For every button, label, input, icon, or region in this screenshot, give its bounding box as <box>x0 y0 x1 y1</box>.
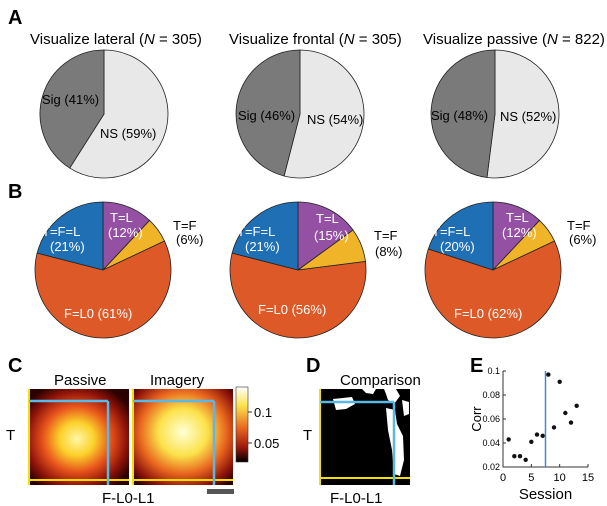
corr-scatter: 0 5 10 15 0.02 0.04 0.06 0.08 0.1 Session Corr <box>469 366 594 503</box>
heatmap-ylabel: T <box>6 427 15 444</box>
heatmap-xlabel: F-L0-L1 <box>102 490 155 506</box>
scatter-point <box>551 425 557 430</box>
pie-slice-ns <box>486 49 560 179</box>
panel-label-e: E <box>470 355 483 377</box>
pie-b3-tfl-value: (20%) <box>440 239 475 254</box>
pie-b1-tfl-value: (21%) <box>50 239 85 254</box>
pie-slice-tfl <box>427 201 494 271</box>
y-tick-label: 0.1 <box>487 366 500 376</box>
comparison-ylabel: T <box>303 427 312 444</box>
scatter-point <box>540 433 545 438</box>
colorbar-tick-high: 0.1 <box>254 405 272 420</box>
scatter-point <box>563 410 568 416</box>
passive-title: Passive <box>54 372 107 389</box>
scatter-point <box>529 439 534 444</box>
pie-a2-title: Visualize frontal (N = 305) <box>229 31 402 48</box>
pie-b2-tl-label: T=L <box>316 211 339 226</box>
comparison-xlabel: F-L0-L1 <box>330 490 383 506</box>
x-tick-label: 10 <box>554 472 566 484</box>
pie-slice-tfl <box>231 201 299 271</box>
scatter-point <box>557 379 562 384</box>
scatter-ylabel: Corr <box>469 406 484 432</box>
pie-b2-fl0-label: F=L0 (56%) <box>258 302 326 317</box>
panel-label-c: C <box>8 355 22 377</box>
pie-a2-sig-label: Sig (46%) <box>238 108 295 123</box>
pie-a3-sig-label: Sig (48%) <box>431 108 488 123</box>
panel-label-d: D <box>306 355 320 377</box>
pie-b3-tf-label: T=F <box>567 218 591 233</box>
pie-b3 <box>424 201 562 339</box>
scatter-point <box>506 437 511 442</box>
pie-b3-tl-label: T=L <box>506 210 529 225</box>
scatter-point <box>523 457 528 462</box>
scatter-point <box>534 432 540 437</box>
pie-b3-tfl-label: T=F=L <box>432 224 470 239</box>
scatter-point <box>568 420 574 425</box>
scatter-point <box>512 454 517 459</box>
y-tick-label: 0.04 <box>482 438 500 448</box>
pie-slice-ns <box>283 49 365 179</box>
y-tick-label: 0.08 <box>482 390 500 400</box>
pie-b1-tl-label: T=L <box>110 210 133 225</box>
pie-b3-fl0-label: F=L0 (62%) <box>454 306 522 321</box>
pie-a1 <box>39 49 169 179</box>
pie-b2-tl-value: (15%) <box>314 228 349 243</box>
pie-b1-tf-value: (6%) <box>176 232 203 247</box>
colorbar-tick-low: 0.05 <box>254 436 279 451</box>
x-tick-label: 0 <box>500 472 506 484</box>
pie-slice-sig <box>430 49 496 178</box>
pie-slice-ns <box>69 49 169 179</box>
comparison-title: Comparison <box>340 372 421 389</box>
pie-a1-title: Visualize lateral (N = 305) <box>30 31 202 48</box>
time-scalebar <box>207 489 234 494</box>
scatter-point <box>517 454 523 459</box>
imagery-heatmap <box>132 389 233 485</box>
pie-slice-tl <box>297 201 354 271</box>
pie-b3-tl-value: (12%) <box>502 225 537 240</box>
pie-b3-tf-value: (6%) <box>569 232 596 247</box>
y-tick-label: 0.06 <box>482 414 500 424</box>
panel-label-b: B <box>8 181 22 203</box>
pie-b2-tf-value: (8%) <box>375 244 402 259</box>
pie-b1-tfl-label: T=F=L <box>42 224 80 239</box>
pie-slice-fl0 <box>34 240 172 339</box>
pie-a1-ns-label: NS (59%) <box>100 126 156 141</box>
pie-a3-ns-label: NS (52%) <box>500 109 556 124</box>
scatter-xlabel: Session <box>519 486 572 503</box>
panel-label-a: A <box>8 7 22 29</box>
comparison-map <box>319 389 410 485</box>
x-tick-label: 5 <box>528 472 534 484</box>
pie-a1-sig-label: Sig (41%) <box>42 92 99 107</box>
pie-slice-sig <box>39 49 105 169</box>
pie-a3 <box>430 49 560 179</box>
pie-slice-sig <box>235 49 301 177</box>
scatter-point <box>574 403 579 408</box>
pie-b1-tf-label: T=F <box>173 218 197 233</box>
pie-b1-tl-value: (12%) <box>108 225 143 240</box>
pie-a2-ns-label: NS (54%) <box>307 112 363 127</box>
pie-b2 <box>229 201 367 339</box>
scatter-point <box>546 372 551 377</box>
x-tick-label: 15 <box>582 472 594 484</box>
pie-slice-tfl <box>36 201 104 271</box>
pie-b2-tf-label: T=F <box>374 228 398 243</box>
imagery-title: Imagery <box>150 372 205 389</box>
colorbar <box>235 386 252 463</box>
pie-b2-tfl-value: (21%) <box>245 239 280 254</box>
pie-b1-fl0-label: F=L0 (61%) <box>64 306 132 321</box>
pie-b2-tfl-label: T=F=L <box>237 224 275 239</box>
pie-a2 <box>235 49 365 179</box>
passive-heatmap <box>28 389 129 485</box>
y-tick-label: 0.02 <box>482 462 500 472</box>
pie-slice-fl0 <box>424 240 562 339</box>
pie-a3-title: Visualize passive (N = 822) <box>423 31 605 48</box>
pie-slice-fl0 <box>229 252 367 339</box>
pie-b1 <box>34 201 172 339</box>
